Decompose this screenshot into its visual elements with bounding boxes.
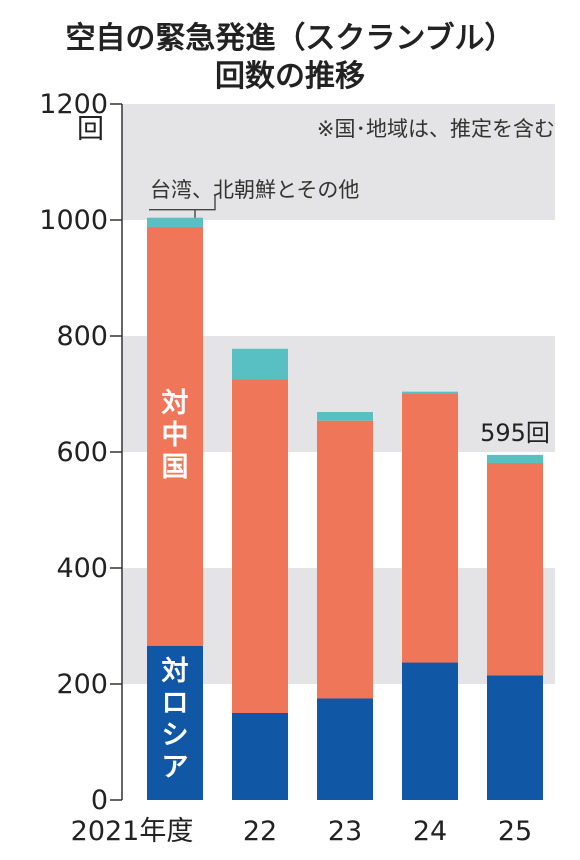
series-label-russia: 対ロシア (162, 656, 189, 783)
bar-segment (232, 379, 288, 713)
bars (147, 217, 543, 800)
y-tick-label: 1000 (39, 205, 108, 236)
bar-segment (402, 391, 458, 394)
chart-title-line-1: 空自の緊急発進（スクランブル） (65, 21, 514, 56)
x-tick-label: 23 (328, 816, 362, 847)
x-tick-label: 24 (413, 816, 447, 847)
bar-segment (232, 713, 288, 800)
x-axis: 2021年度 22 23 24 25 (71, 816, 533, 847)
note-annotation: ※国･地域は、推定を含む (317, 117, 555, 141)
total-label: 595回 (480, 419, 550, 447)
callout-line (149, 195, 216, 211)
chart-title-line-2: 回数の推移 (215, 59, 365, 94)
y-tick-label: 0 (91, 785, 108, 816)
series-label-china: 対中国 (162, 388, 189, 483)
bar-segment (487, 454, 543, 464)
y-tick-label: 200 (56, 669, 108, 700)
bar-segment (147, 645, 203, 800)
y-axis-unit: 回 (77, 114, 104, 145)
bar-segment (317, 420, 373, 699)
bar-segment (487, 463, 543, 676)
grid-band (122, 104, 555, 220)
bar-segment (147, 226, 203, 646)
bar-segment (402, 662, 458, 800)
y-tick-label: 600 (56, 437, 108, 468)
y-tick-label: 1200 (39, 89, 108, 120)
y-tick-label: 800 (56, 321, 108, 352)
x-tick-label: 25 (498, 816, 532, 847)
bar-segment (487, 675, 543, 800)
x-tick-label: 2021年度 (71, 816, 194, 847)
bar-segment (317, 411, 373, 421)
bar-segment (402, 393, 458, 663)
y-tick-label: 400 (56, 553, 108, 584)
bar-segment (317, 698, 373, 800)
y-axis: 0 200 400 600 800 1000 1200 (39, 89, 122, 816)
series-label-other: 台湾、北朝鮮とその他 (150, 178, 359, 202)
x-tick-label: 22 (243, 816, 277, 847)
bar-segment (232, 348, 288, 380)
bar-segment (147, 217, 203, 227)
